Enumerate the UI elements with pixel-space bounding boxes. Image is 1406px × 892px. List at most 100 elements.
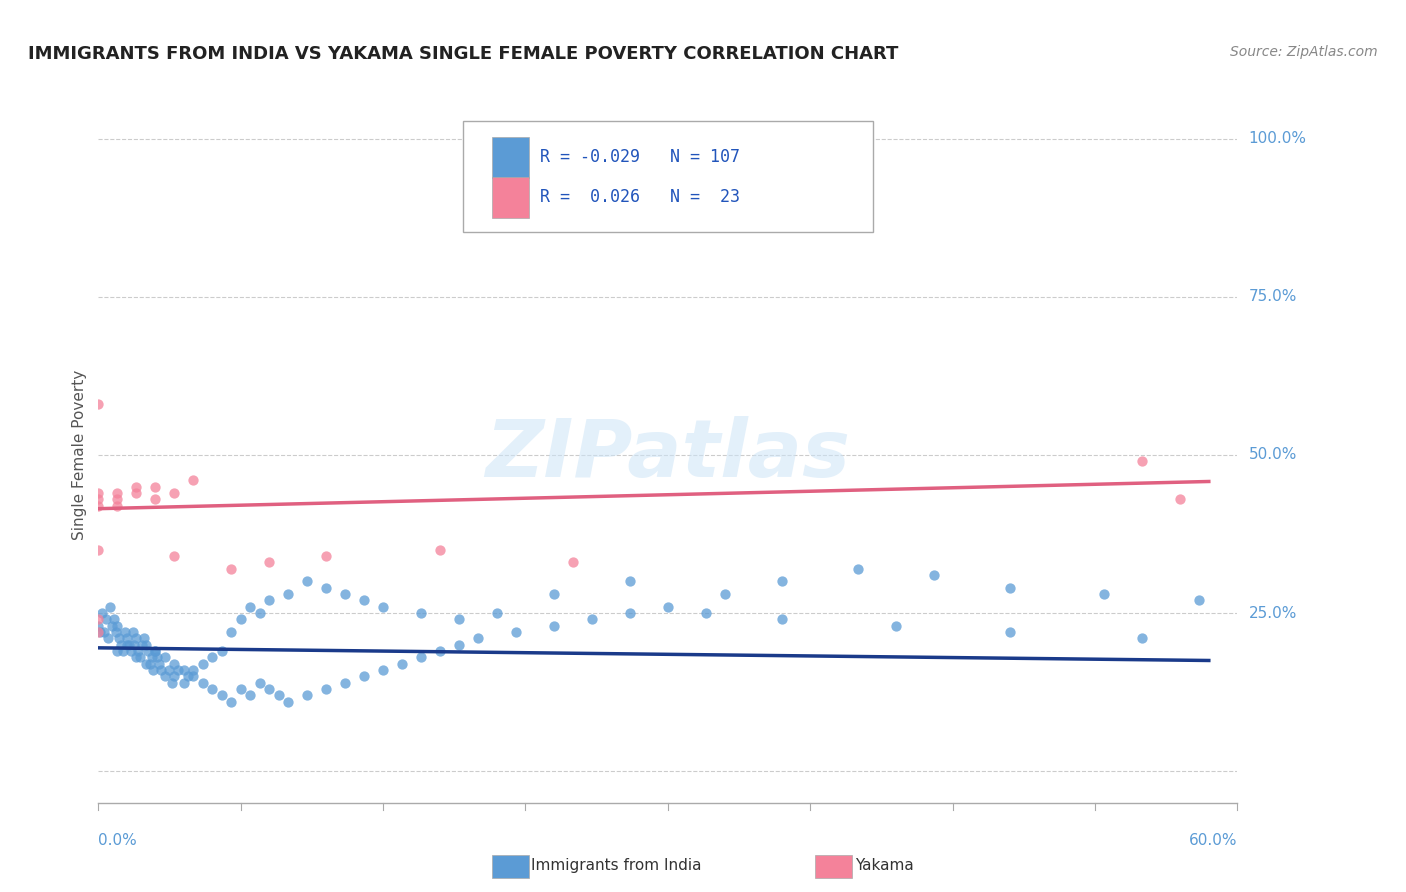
Point bbox=[619, 574, 641, 589]
Point bbox=[136, 644, 159, 658]
Point bbox=[97, 632, 120, 646]
Point bbox=[108, 632, 131, 646]
Point bbox=[110, 638, 132, 652]
Point bbox=[107, 618, 129, 632]
FancyBboxPatch shape bbox=[463, 121, 873, 232]
Point bbox=[145, 479, 167, 493]
Point bbox=[153, 669, 176, 683]
Point bbox=[259, 681, 281, 696]
Point bbox=[315, 681, 337, 696]
Text: 100.0%: 100.0% bbox=[1249, 131, 1306, 146]
Text: Immigrants from India: Immigrants from India bbox=[531, 858, 702, 872]
Point bbox=[391, 657, 413, 671]
Text: 75.0%: 75.0% bbox=[1249, 289, 1296, 304]
Point bbox=[100, 618, 122, 632]
Point bbox=[157, 663, 180, 677]
Point bbox=[371, 599, 394, 614]
Point bbox=[150, 663, 173, 677]
Point bbox=[146, 650, 169, 665]
Point bbox=[173, 663, 195, 677]
Text: 25.0%: 25.0% bbox=[1249, 606, 1296, 621]
Point bbox=[115, 638, 138, 652]
Point bbox=[125, 632, 148, 646]
Point bbox=[183, 473, 205, 487]
Point bbox=[125, 650, 148, 665]
Point bbox=[112, 644, 135, 658]
Point bbox=[163, 549, 186, 563]
Text: 60.0%: 60.0% bbox=[1189, 833, 1237, 848]
Point bbox=[176, 669, 198, 683]
Point bbox=[125, 479, 148, 493]
Point bbox=[107, 644, 129, 658]
Point bbox=[505, 625, 527, 640]
Point bbox=[297, 688, 319, 702]
Point bbox=[87, 486, 110, 500]
Point bbox=[201, 681, 224, 696]
Point bbox=[353, 593, 375, 607]
Point bbox=[163, 669, 186, 683]
Point bbox=[770, 612, 793, 626]
Point bbox=[259, 556, 281, 570]
Point bbox=[277, 587, 299, 601]
Point bbox=[91, 606, 114, 620]
Point bbox=[124, 638, 146, 652]
Point bbox=[371, 663, 394, 677]
Point bbox=[145, 644, 167, 658]
Point bbox=[87, 612, 110, 626]
Point bbox=[714, 587, 737, 601]
Point bbox=[163, 486, 186, 500]
Point bbox=[657, 599, 679, 614]
Point bbox=[429, 542, 451, 557]
Point bbox=[211, 688, 233, 702]
Point bbox=[429, 644, 451, 658]
Point bbox=[87, 492, 110, 507]
Point bbox=[221, 625, 243, 640]
Point bbox=[107, 499, 129, 513]
Point bbox=[87, 542, 110, 557]
Point bbox=[191, 657, 214, 671]
Point bbox=[411, 606, 433, 620]
Point bbox=[543, 618, 565, 632]
Point bbox=[98, 599, 121, 614]
Point bbox=[239, 688, 262, 702]
Point bbox=[335, 675, 357, 690]
Point bbox=[118, 638, 141, 652]
Point bbox=[449, 638, 471, 652]
Point bbox=[411, 650, 433, 665]
Point bbox=[162, 675, 184, 690]
Point bbox=[770, 574, 793, 589]
Point bbox=[1094, 587, 1116, 601]
Point bbox=[167, 663, 190, 677]
Point bbox=[125, 486, 148, 500]
Point bbox=[114, 625, 136, 640]
Point bbox=[221, 562, 243, 576]
Text: 50.0%: 50.0% bbox=[1249, 448, 1296, 462]
Point bbox=[353, 669, 375, 683]
Point bbox=[183, 669, 205, 683]
Point bbox=[115, 632, 138, 646]
Point bbox=[1170, 492, 1192, 507]
Point bbox=[153, 650, 176, 665]
Point bbox=[89, 625, 111, 640]
Point bbox=[148, 657, 170, 671]
FancyBboxPatch shape bbox=[492, 136, 529, 178]
Point bbox=[211, 644, 233, 658]
Point bbox=[315, 581, 337, 595]
Point bbox=[297, 574, 319, 589]
Text: Yakama: Yakama bbox=[855, 858, 914, 872]
Point bbox=[449, 612, 471, 626]
Point bbox=[922, 568, 945, 582]
Point bbox=[201, 650, 224, 665]
Text: ZIPatlas: ZIPatlas bbox=[485, 416, 851, 494]
Point bbox=[267, 688, 290, 702]
Point bbox=[486, 606, 509, 620]
Point bbox=[221, 695, 243, 709]
Point bbox=[129, 650, 152, 665]
Point bbox=[619, 606, 641, 620]
Point bbox=[87, 397, 110, 411]
Text: Source: ZipAtlas.com: Source: ZipAtlas.com bbox=[1230, 45, 1378, 59]
Point bbox=[107, 486, 129, 500]
Text: R = -0.029   N = 107: R = -0.029 N = 107 bbox=[540, 148, 741, 166]
Point bbox=[163, 657, 186, 671]
Point bbox=[249, 675, 271, 690]
